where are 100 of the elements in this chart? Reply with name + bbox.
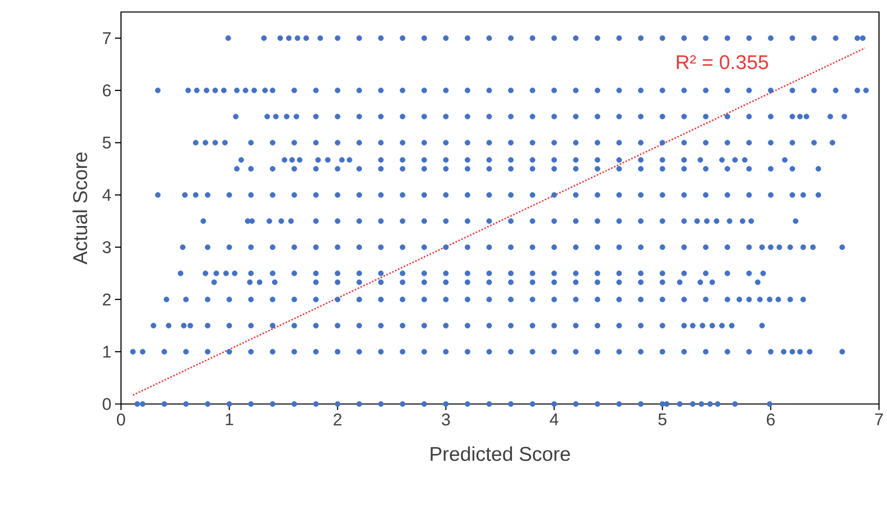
point — [638, 88, 644, 94]
point — [768, 244, 774, 250]
point — [486, 114, 492, 120]
point — [551, 279, 557, 286]
point — [551, 35, 557, 41]
point — [270, 322, 276, 328]
point — [638, 270, 644, 276]
point — [226, 192, 232, 198]
point — [291, 322, 298, 328]
point — [443, 279, 449, 286]
point — [573, 279, 579, 286]
y-tick-label: 1 — [103, 346, 111, 358]
point — [594, 279, 600, 286]
point — [530, 401, 536, 407]
point — [192, 140, 199, 146]
point — [443, 270, 449, 276]
point — [486, 192, 492, 198]
point — [334, 166, 340, 172]
point — [378, 279, 384, 286]
point — [551, 270, 557, 276]
point — [660, 322, 666, 328]
point — [594, 140, 600, 146]
point — [766, 401, 772, 407]
point — [273, 114, 279, 120]
point — [681, 270, 687, 276]
point — [284, 114, 290, 120]
point — [266, 218, 272, 224]
y-tick-label: 4 — [102, 189, 111, 201]
point — [702, 140, 709, 146]
point — [270, 348, 276, 355]
point — [421, 114, 427, 120]
point — [221, 88, 227, 94]
point — [204, 348, 210, 355]
point — [551, 244, 557, 250]
point — [378, 166, 384, 172]
point — [530, 192, 536, 198]
point — [400, 192, 406, 198]
point — [508, 348, 514, 355]
point — [508, 322, 514, 328]
point — [830, 140, 836, 146]
point — [313, 114, 319, 120]
point — [248, 348, 254, 355]
point — [863, 88, 869, 94]
point — [573, 157, 579, 163]
point — [790, 35, 796, 41]
point — [790, 88, 796, 94]
point — [421, 192, 427, 198]
point — [421, 35, 427, 41]
point — [616, 322, 622, 328]
point — [787, 296, 793, 302]
point — [486, 279, 492, 286]
point — [378, 218, 384, 224]
point — [400, 88, 406, 94]
x-tick-label: 6 — [766, 414, 775, 426]
point — [760, 270, 766, 276]
point — [242, 88, 248, 94]
point — [594, 114, 600, 120]
point — [464, 322, 470, 328]
point — [400, 114, 406, 120]
point — [573, 88, 579, 94]
point — [443, 401, 449, 407]
point — [264, 114, 270, 120]
point — [486, 401, 492, 407]
point — [443, 35, 449, 41]
point — [356, 348, 362, 355]
y-tick-label: 2 — [102, 294, 111, 306]
point — [816, 192, 822, 198]
point — [277, 35, 283, 41]
point — [421, 348, 427, 355]
point — [660, 114, 666, 120]
point — [638, 322, 644, 328]
point — [282, 157, 288, 163]
point — [248, 296, 254, 302]
point — [638, 296, 644, 302]
point — [660, 88, 666, 94]
point — [334, 140, 340, 146]
point — [443, 296, 449, 302]
point — [291, 296, 298, 302]
point — [638, 35, 644, 41]
point — [181, 322, 187, 328]
point — [334, 35, 340, 41]
point — [270, 166, 276, 172]
point — [594, 244, 600, 250]
point — [356, 244, 362, 250]
point — [270, 88, 276, 94]
y-tick-label: 6 — [102, 84, 111, 96]
y-tick-label: 7 — [102, 32, 111, 44]
point — [573, 401, 579, 407]
point — [356, 114, 362, 120]
point — [638, 114, 644, 120]
point — [594, 322, 600, 328]
point — [700, 322, 706, 328]
point — [204, 192, 210, 198]
point — [616, 35, 622, 41]
point — [162, 401, 168, 407]
point — [702, 166, 709, 172]
point — [378, 296, 384, 302]
point — [226, 244, 232, 250]
point — [806, 348, 812, 355]
point — [204, 296, 210, 302]
